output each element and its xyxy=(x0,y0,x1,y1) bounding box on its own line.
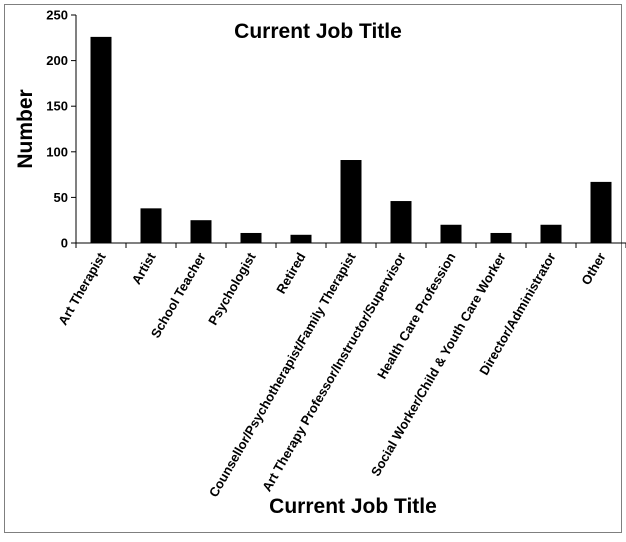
x-axis-label: Current Job Title xyxy=(269,495,437,518)
bar-7 xyxy=(440,224,462,243)
bar-5 xyxy=(340,160,362,243)
bar-0 xyxy=(90,36,112,243)
chart-title: Current Job Title xyxy=(234,20,402,43)
bar-9 xyxy=(540,224,562,243)
bar-4 xyxy=(290,234,312,243)
y-tick-label: 50 xyxy=(54,190,68,205)
y-tick-label: 0 xyxy=(61,236,68,251)
bar-3 xyxy=(240,232,262,243)
bar-6 xyxy=(390,201,412,243)
bars xyxy=(90,36,612,243)
y-tick-label: 100 xyxy=(46,144,68,159)
bar-2 xyxy=(190,220,212,243)
bar-1 xyxy=(140,208,162,243)
y-tick-label: 200 xyxy=(46,53,68,68)
y-tick-label: 150 xyxy=(46,99,68,114)
y-axis-label: Number xyxy=(14,89,37,168)
bar-10 xyxy=(590,181,612,243)
x-ticks xyxy=(75,243,626,248)
y-ticks: 0 50 100 150 200 250 xyxy=(46,8,76,251)
bar-8 xyxy=(490,232,512,243)
y-tick-label: 250 xyxy=(46,8,68,23)
